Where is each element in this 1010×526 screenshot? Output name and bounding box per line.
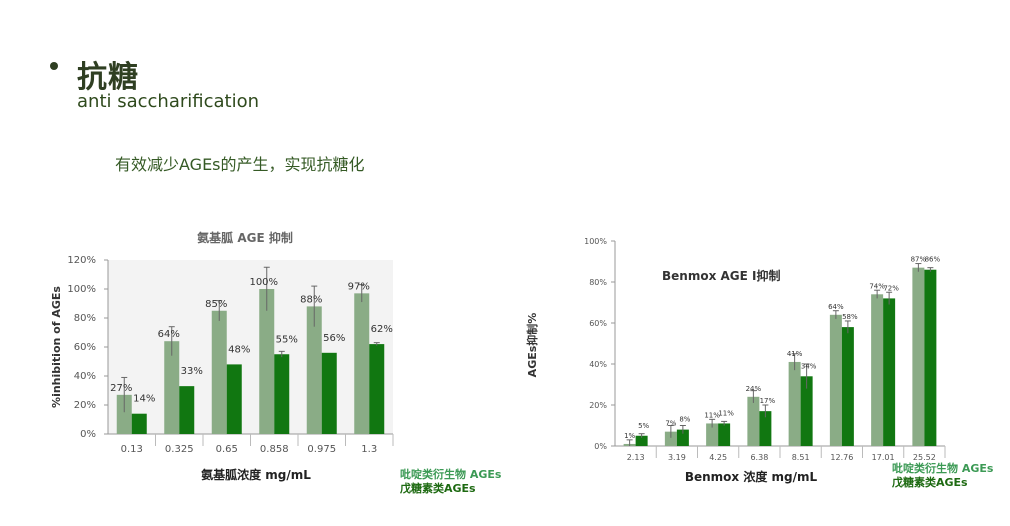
x-tick-label: 8.51 [792,453,810,462]
bar [718,423,731,446]
bar [676,429,689,446]
bar [116,394,132,434]
x-tick-label: 2.13 [627,453,645,462]
y-tick-label: 120% [67,255,96,266]
data-label: 24% [746,385,762,393]
data-label: 56% [323,333,345,344]
page-subtitle: anti saccharification [77,91,260,112]
y-tick-label: 40% [589,360,607,369]
page-title: 抗糖 [77,60,139,95]
bar [664,431,677,446]
data-label: 41% [787,350,803,358]
data-label: 97% [348,281,370,292]
bar [841,327,854,446]
data-label: 11% [718,409,734,417]
bar [924,269,937,446]
bar [354,293,370,434]
data-label: 85% [205,299,227,310]
bar [883,298,896,446]
bar [759,411,772,446]
data-label: 8% [679,416,690,424]
x-tick-label: 0.65 [216,444,238,455]
data-label: 27% [110,383,132,394]
bar [871,294,884,446]
bar [800,376,813,446]
data-label: 62% [371,324,393,335]
data-label: 100% [249,277,278,288]
data-label: 48% [228,344,250,355]
data-label: 64% [828,303,844,311]
data-label: 72% [883,284,899,292]
y-tick-label: 100% [584,237,607,246]
y-tick-label: 100% [67,284,96,295]
bar [635,435,648,446]
bar [747,396,760,446]
legend-entry: 戊糖素类AGEs [891,475,968,489]
data-label: 64% [158,329,180,340]
y-tick-label: 60% [589,319,607,328]
data-label: 33% [181,366,203,377]
bar [912,267,925,446]
data-label: 74% [869,282,885,290]
y-tick-label: 80% [74,313,96,324]
data-label: 17% [760,397,776,405]
bar [829,314,842,446]
x-tick-label: 0.325 [165,444,194,455]
y-tick-label: 40% [74,371,96,382]
chart-title: Benmox AGE I抑制 [662,268,780,283]
data-label: 87% [911,256,927,264]
x-tick-label: 1.3 [361,444,377,455]
y-tick-label: 20% [74,400,96,411]
x-tick-label: 6.38 [750,453,768,462]
bar [706,423,719,446]
bullet-dot [50,62,58,70]
y-tick-label: 80% [589,278,607,287]
bar [788,361,801,446]
bar [211,310,227,434]
data-label: 1% [624,432,635,440]
legend-entry: 戊糖素类AGEs [399,481,476,495]
legend-entry: 吡啶类衍生物 AGEs [400,467,502,481]
bar [306,306,322,434]
bar [164,341,180,434]
y-axis-label: AGEs抑制% [525,313,539,378]
bar [274,354,290,434]
x-tick-label: 12.76 [830,453,853,462]
legend-entry: 吡啶类衍生物 AGEs [892,461,994,475]
x-tick-label: 0.975 [307,444,336,455]
plot-area [108,260,393,434]
y-tick-label: 0% [594,442,607,451]
x-tick-label: 0.858 [260,444,289,455]
data-label: 14% [133,394,155,405]
data-label: 34% [801,362,817,370]
bar [131,413,147,434]
x-tick-label: 25.52 [913,453,936,462]
y-tick-label: 60% [74,342,96,353]
data-label: 86% [925,256,941,264]
x-tick-label: 4.25 [709,453,727,462]
page-note: 有效减少AGEs的产生，实现抗糖化 [115,155,365,174]
bar [259,289,275,434]
data-label: 55% [276,334,298,345]
bar [179,386,195,434]
data-label: 58% [842,313,858,321]
x-tick-label: 0.13 [121,444,143,455]
chart-title: 氨基胍 AGE 抑制 [197,230,293,245]
data-label: 11% [704,411,720,419]
data-label: 5% [638,422,649,430]
x-tick-label: 3.19 [668,453,686,462]
y-tick-label: 20% [589,401,607,410]
bar [321,352,337,434]
bar [369,344,385,434]
bar [226,364,242,434]
y-axis-label: %inhibition of AGEs [50,286,63,408]
y-tick-label: 0% [80,429,96,440]
data-label: 7% [665,420,676,428]
x-tick-label: 17.01 [872,453,895,462]
x-axis-label: Benmox 浓度 mg/mL [685,469,818,484]
data-label: 88% [300,294,322,305]
x-axis-label: 氨基胍浓度 mg/mL [201,467,311,482]
